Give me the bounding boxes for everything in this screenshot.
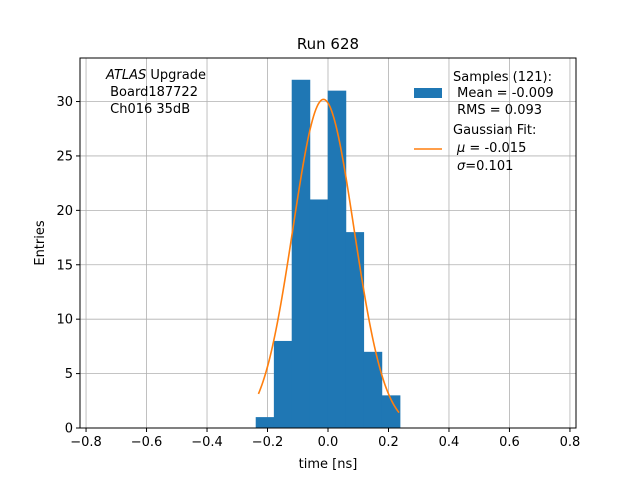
x-tick-label: −0.6 xyxy=(131,435,163,450)
legend-fit-title: Gaussian Fit: xyxy=(453,123,536,138)
y-tick-label: 10 xyxy=(56,313,73,328)
atlas-italic-label: ATLAS xyxy=(105,68,146,83)
histogram-bar xyxy=(255,417,275,428)
y-tick-label: 20 xyxy=(56,204,73,219)
y-tick-label: 30 xyxy=(56,95,73,110)
svg-text:ATLAS Upgrade: ATLAS Upgrade xyxy=(105,68,206,83)
gaussian-fit-curve xyxy=(257,98,400,414)
histogram-bar xyxy=(381,395,401,428)
x-tick-label: 0.0 xyxy=(318,435,339,450)
histogram-bar xyxy=(273,340,293,428)
legend-hist-swatch xyxy=(414,88,442,98)
legend-fit-sigma: σ=0.101 xyxy=(457,159,513,174)
x-axis-title: time [ns] xyxy=(299,457,358,472)
histogram-bar xyxy=(327,90,347,428)
legend-hist-line-3: RMS = 0.093 xyxy=(453,103,542,118)
x-tick-label: 0.2 xyxy=(378,435,399,450)
x-tick-label: 0.4 xyxy=(439,435,460,450)
y-tick-label: 15 xyxy=(56,258,73,273)
legend-hist-line-1: Samples (121): xyxy=(453,70,552,85)
y-tick-label: 5 xyxy=(65,367,73,382)
atlas-annotation: ATLAS Upgrade Board187722 Ch016 35dB xyxy=(105,68,206,117)
y-tick-label: 0 xyxy=(65,422,73,437)
y-tick-label: 25 xyxy=(56,149,73,164)
atlas-upgrade-label: Upgrade xyxy=(146,68,206,83)
histogram-bar xyxy=(363,351,383,428)
x-tick-label: 0.8 xyxy=(560,435,581,450)
legend-fit-mu: μ = -0.015 xyxy=(456,141,526,156)
x-tick-label: −0.2 xyxy=(252,435,284,450)
x-tick-label: 0.6 xyxy=(499,435,520,450)
legend-hist-line-2: Mean = -0.009 xyxy=(453,86,554,101)
histogram-bar xyxy=(345,232,365,428)
histogram-bars xyxy=(255,79,401,428)
legend: Samples (121): Mean = -0.009 RMS = 0.093… xyxy=(414,70,554,174)
chart-title: Run 628 xyxy=(297,35,359,53)
channel-label: Ch016 35dB xyxy=(106,102,190,117)
x-axis-ticks: −0.8 −0.6 −0.4 −0.2 0.0 0.2 0.4 0.6 0.8 xyxy=(70,428,580,450)
histogram-bar xyxy=(309,199,329,428)
y-axis-title: Entries xyxy=(33,220,48,266)
x-tick-label: −0.4 xyxy=(191,435,223,450)
x-tick-label: −0.8 xyxy=(70,435,102,450)
histogram-bar xyxy=(291,79,311,428)
board-label: Board187722 xyxy=(106,85,198,100)
y-axis-ticks: 0 5 10 15 20 25 30 xyxy=(56,95,80,437)
